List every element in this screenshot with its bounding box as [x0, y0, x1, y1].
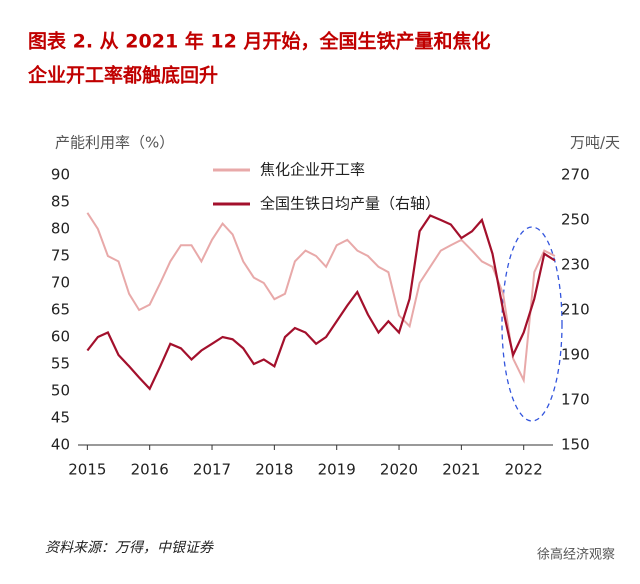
- y-tick-label: 55: [51, 355, 70, 373]
- legend-label: 焦化企业开工率: [260, 161, 365, 179]
- y2-tick-label: 210: [561, 301, 590, 319]
- chart-title: 企业开工率都触底回升: [27, 64, 218, 87]
- y-tick-label: 70: [51, 274, 70, 292]
- y-tick-label: 80: [51, 220, 70, 238]
- y2-tick-label: 170: [561, 391, 590, 409]
- y2-tick-label: 150: [561, 436, 590, 454]
- line-series: [86, 212, 556, 384]
- highlight-ellipse: [501, 226, 563, 422]
- x-tick-label: 2015: [68, 461, 106, 479]
- source: 资料来源：万得，中银证券: [45, 540, 214, 556]
- y-axis-label: 产能利用率（%）: [55, 134, 174, 152]
- y2-tick-label: 250: [561, 211, 590, 229]
- x-tick-label: 2017: [193, 461, 231, 479]
- footer: 徐高经济观察: [537, 547, 615, 563]
- x-tick-label: 2020: [380, 461, 418, 479]
- x-tick-label: 2018: [255, 461, 293, 479]
- y-tick-label: 90: [51, 166, 70, 184]
- y2-tick-label: 270: [561, 166, 590, 184]
- y-tick-label: 85: [51, 193, 70, 211]
- y2-axis-label: 万吨/天: [570, 134, 620, 152]
- y-tick-label: 50: [51, 382, 70, 400]
- x-tick-label: 2022: [505, 461, 543, 479]
- y-tick-label: 75: [51, 247, 70, 265]
- x-tick-label: 2021: [442, 461, 480, 479]
- y2-tick-label: 230: [561, 256, 590, 274]
- y-tick-label: 60: [51, 328, 70, 346]
- y2-tick-label: 190: [561, 346, 590, 364]
- legend-label: 全国生铁日均产量（右轴）: [260, 195, 440, 213]
- line-series: [86, 214, 556, 391]
- x-tick-label: 2019: [318, 461, 356, 479]
- y-tick-label: 65: [51, 301, 70, 319]
- y-tick-label: 45: [51, 409, 70, 427]
- x-tick-label: 2016: [131, 461, 169, 479]
- y-tick-label: 40: [51, 436, 70, 454]
- chart-title: 图表 2. 从 2021 年 12 月开始，全国生铁产量和焦化: [28, 30, 490, 53]
